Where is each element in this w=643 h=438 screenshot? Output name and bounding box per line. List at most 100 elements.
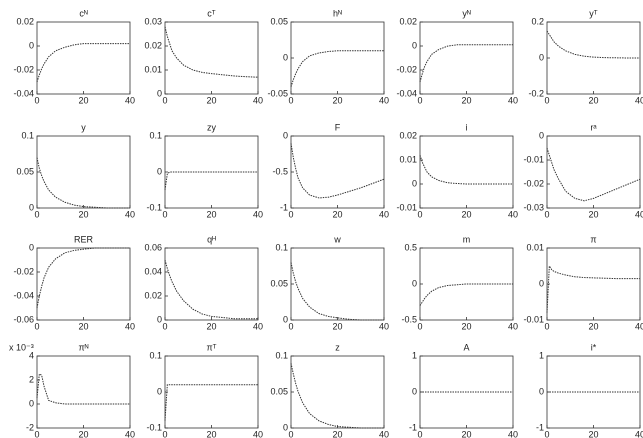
response-line: [164, 259, 258, 320]
y-tick-label: 0: [412, 178, 417, 188]
y-tick-label: -0.04: [396, 88, 417, 98]
plot-frame: [36, 247, 131, 321]
x-tick-label: 0: [417, 429, 422, 438]
plot-frame: [164, 247, 259, 321]
plot-frame: [290, 135, 385, 209]
panel-title: hᴺ: [333, 8, 342, 18]
y-tick-label: 0.5: [404, 242, 417, 252]
panel-title: cᵀ: [207, 8, 216, 18]
y-tick-label: -0.5: [401, 314, 417, 324]
y-tick-label: 0: [412, 386, 417, 396]
response-line: [36, 157, 130, 209]
response-line: [290, 262, 384, 321]
x-tick-label: 0: [288, 429, 293, 438]
x-tick-label: 0: [417, 95, 422, 105]
y-tick-label: 0.1: [149, 130, 162, 140]
y-tick-label: 0: [283, 422, 288, 432]
panel-title: z: [335, 342, 340, 352]
y-tick-label: 2: [29, 374, 34, 384]
panel-title: i: [466, 122, 468, 132]
y-tick-label: 0.02: [399, 130, 417, 140]
y-tick-label: 0.01: [144, 64, 162, 74]
plot-frame: [419, 21, 514, 95]
x-tick-label: 40: [125, 429, 135, 438]
response-line: [290, 143, 385, 199]
y-tick-label: -0.02: [13, 266, 34, 276]
response-line: [419, 44, 513, 83]
y-tick-label: 4: [29, 350, 34, 360]
response-line: [419, 155, 513, 185]
x-tick-label: 40: [508, 321, 518, 331]
x-tick-label: 0: [544, 209, 549, 219]
panel-title: F: [335, 122, 341, 132]
y-tick-label: 0.06: [144, 242, 162, 252]
y-tick-label: -1: [409, 422, 417, 432]
x-tick-label: 40: [253, 429, 263, 438]
x-tick-label: 0: [288, 95, 293, 105]
panel-title: A: [463, 342, 469, 352]
plot-frame: [36, 135, 131, 209]
y-tick-label: -0.01: [523, 314, 544, 324]
plot-frame: [546, 135, 641, 209]
y-tick-label: 0.05: [270, 386, 288, 396]
x-tick-label: 20: [332, 209, 342, 219]
x-tick-label: 40: [379, 429, 389, 438]
x-tick-label: 40: [508, 95, 518, 105]
x-tick-label: 40: [508, 429, 518, 438]
y-tick-label: -0.01: [396, 202, 417, 212]
y-tick-label: -1: [536, 422, 544, 432]
x-tick-label: 20: [206, 95, 216, 105]
y-tick-label: 0.1: [275, 350, 288, 360]
plot-frame: [290, 247, 385, 321]
panel-title: m: [463, 234, 471, 244]
panel-title: w: [333, 234, 341, 244]
response-line: [36, 373, 130, 405]
x-tick-label: 20: [461, 95, 471, 105]
x-tick-label: 20: [206, 321, 216, 331]
response-line: [164, 26, 259, 78]
panel-title: cᴺ: [79, 8, 88, 18]
y-tick-label: 0.04: [144, 266, 162, 276]
x-tick-label: 0: [544, 95, 549, 105]
panel-title: qᴴ: [207, 234, 216, 244]
plot-frame: [419, 135, 514, 209]
y-tick-label: 0: [539, 386, 544, 396]
panel-title: yᵀ: [589, 8, 598, 18]
plot-frame: [290, 355, 385, 429]
x-tick-label: 40: [635, 321, 643, 331]
x-tick-label: 0: [34, 209, 39, 219]
y-tick-label: 0: [157, 314, 162, 324]
axis-multiplier: x 10⁻³: [9, 342, 34, 352]
y-tick-label: 0.1: [275, 242, 288, 252]
y-tick-label: 0: [412, 40, 417, 50]
x-tick-label: 0: [162, 429, 167, 438]
y-tick-label: -0.01: [523, 154, 544, 164]
x-tick-label: 40: [253, 321, 263, 331]
x-tick-label: 20: [78, 95, 88, 105]
y-tick-label: 0.02: [399, 16, 417, 26]
x-tick-label: 0: [162, 209, 167, 219]
y-tick-label: -0.02: [396, 64, 417, 74]
x-tick-label: 40: [125, 95, 135, 105]
y-tick-label: 0: [29, 398, 34, 408]
y-tick-label: -0.06: [13, 314, 34, 324]
plot-frame: [419, 247, 514, 321]
y-tick-label: 0: [539, 278, 544, 288]
x-tick-label: 40: [635, 429, 643, 438]
response-line: [290, 50, 384, 87]
y-tick-label: -0.02: [13, 64, 34, 74]
x-tick-label: 20: [78, 429, 88, 438]
x-tick-label: 20: [332, 95, 342, 105]
y-tick-label: 1: [539, 350, 544, 360]
y-tick-label: 0: [29, 40, 34, 50]
y-tick-label: 0.01: [399, 154, 417, 164]
x-tick-label: 40: [508, 209, 518, 219]
response-line: [36, 247, 130, 309]
x-tick-label: 40: [125, 321, 135, 331]
x-tick-label: 0: [162, 321, 167, 331]
x-tick-label: 20: [461, 429, 471, 438]
x-tick-label: 0: [34, 429, 39, 438]
x-tick-label: 20: [588, 429, 598, 438]
plot-frame: [290, 21, 385, 95]
x-tick-label: 40: [125, 209, 135, 219]
